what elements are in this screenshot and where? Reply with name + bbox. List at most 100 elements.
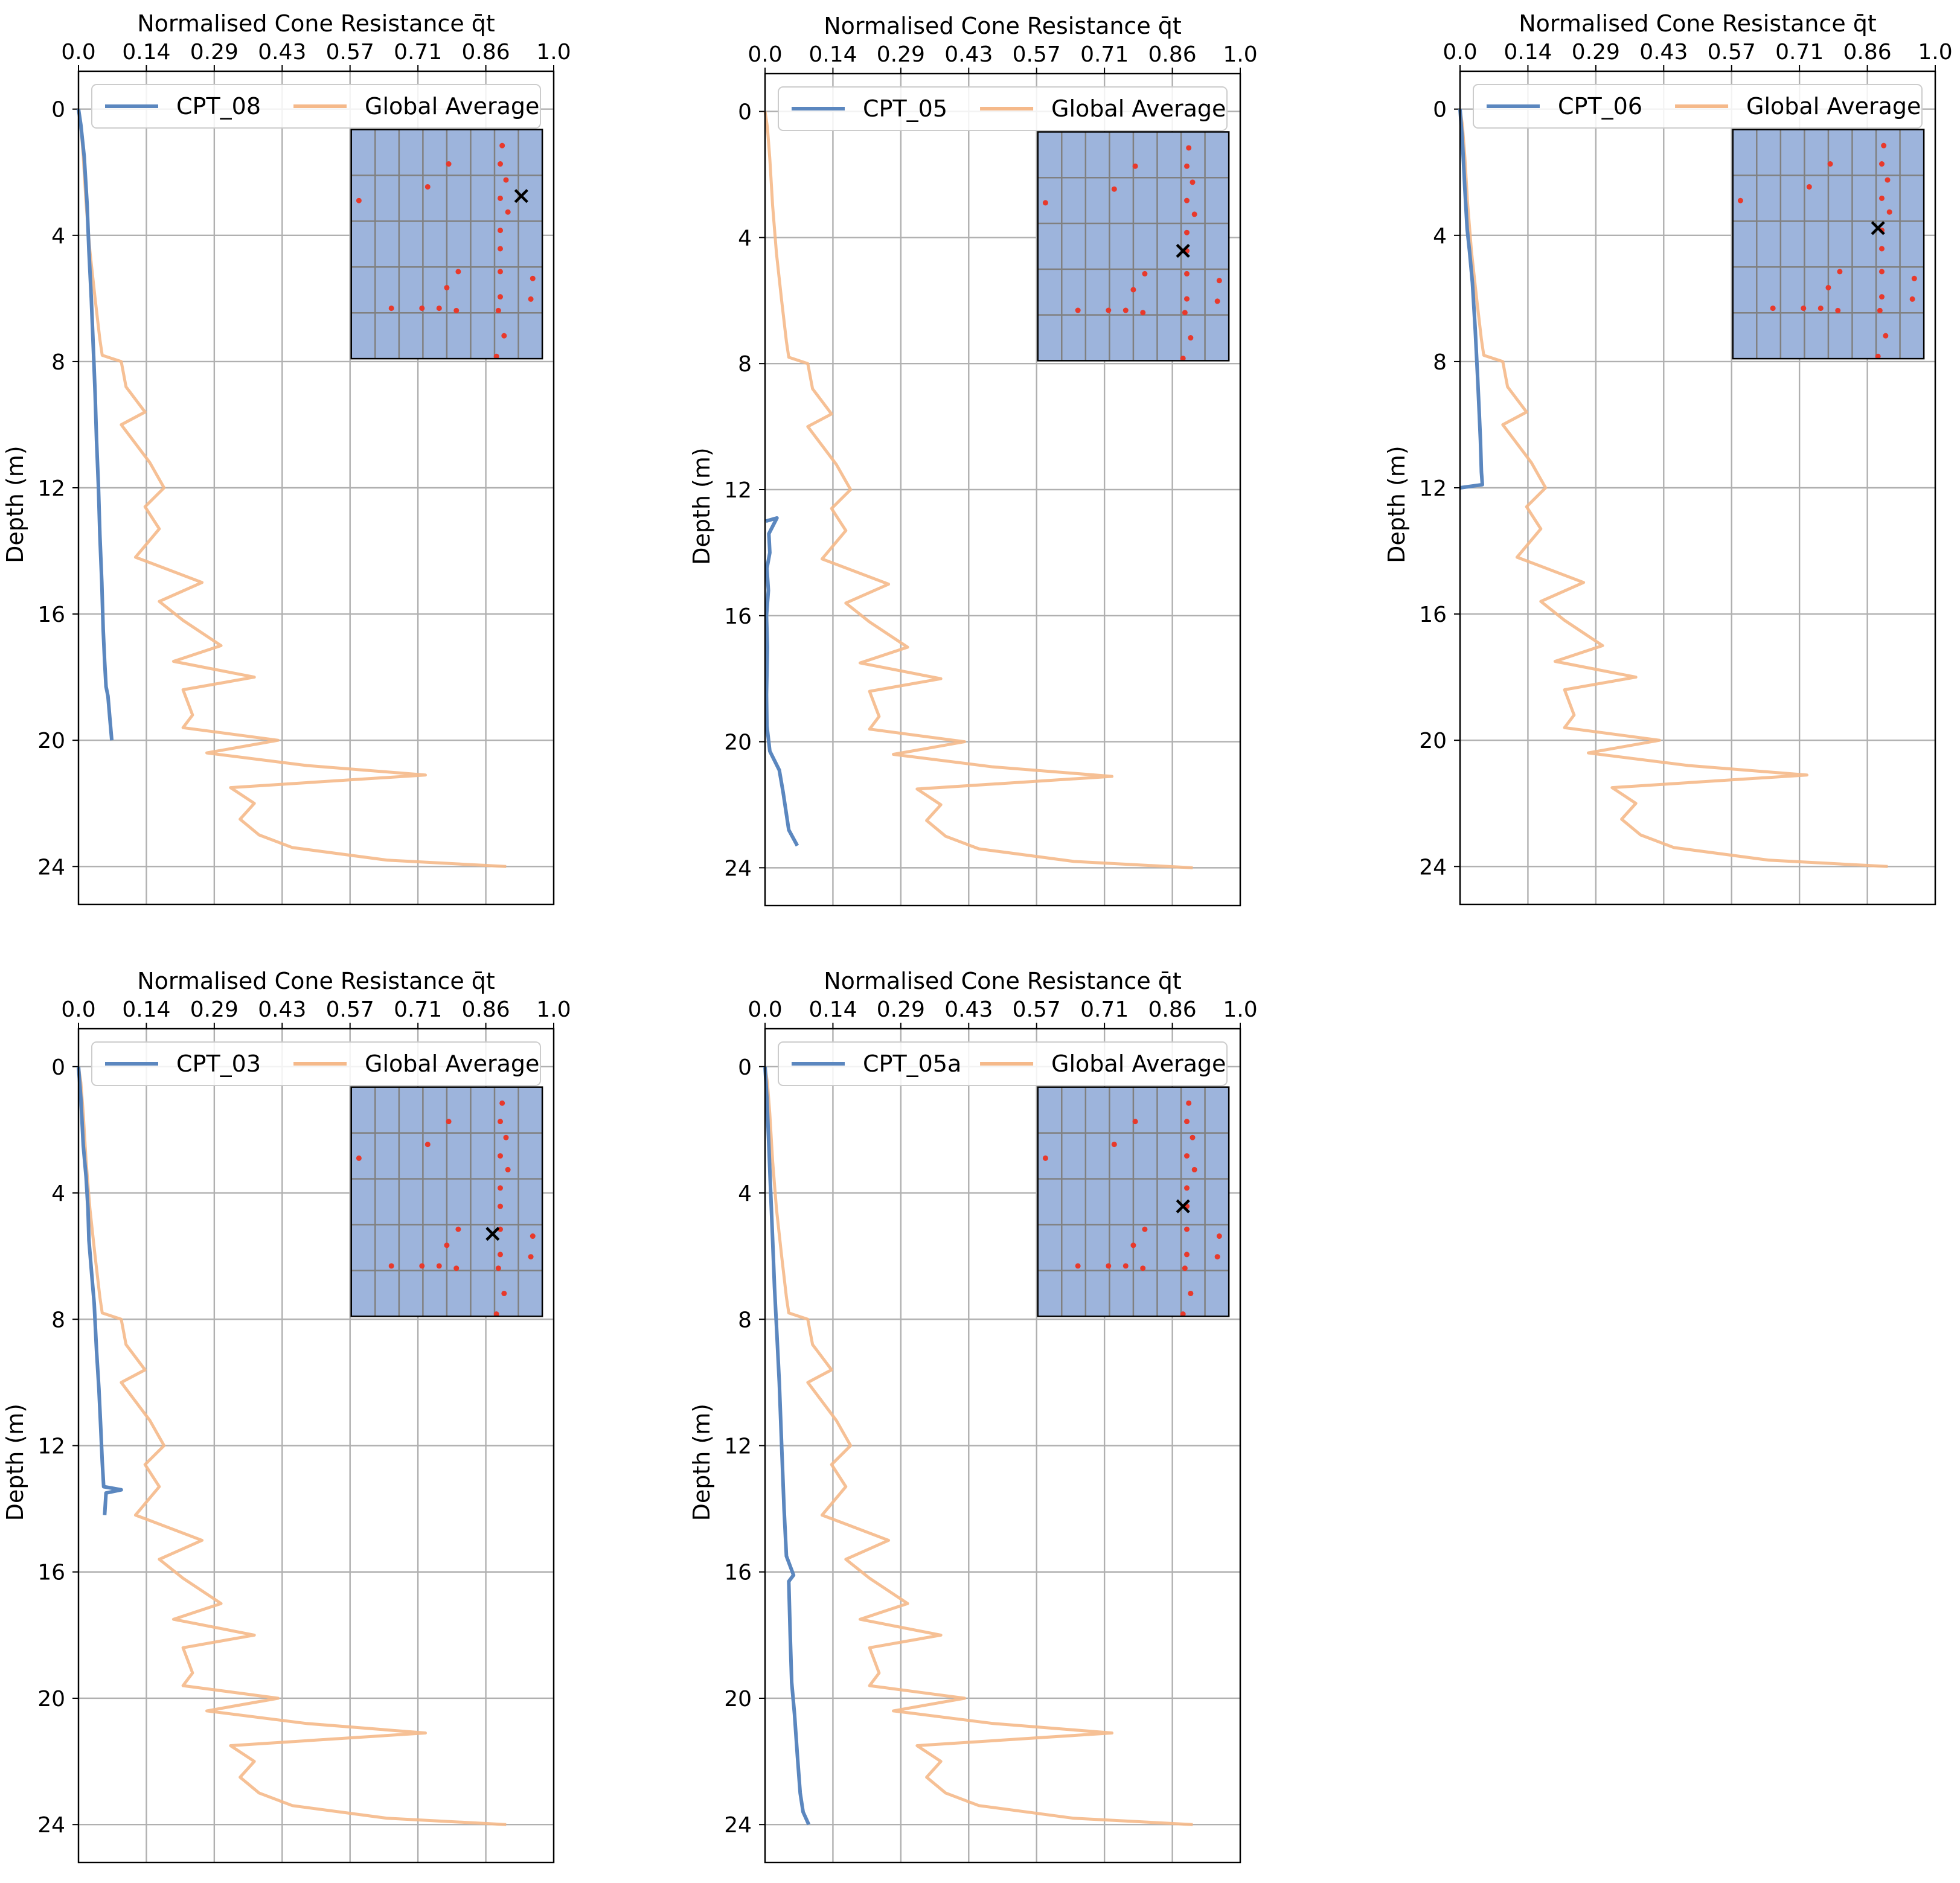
panel-3: 0.0 0.14 0.29 0.43 0.57 0.71 0.86 1.0 0 4 8 12 16 20 2… <box>1383 10 1953 906</box>
axes-frame <box>77 70 555 906</box>
inset-cpt-point <box>424 1142 431 1148</box>
inset-cpt-point <box>1214 298 1220 304</box>
x-tick-label: 0.71 <box>394 997 442 1022</box>
inset-cpt-point <box>1042 200 1048 206</box>
y-tick-label: 20 <box>37 729 65 753</box>
inset-cpt-point <box>498 1203 504 1209</box>
series-line-cpt-05 <box>764 516 799 847</box>
x-tick-label: 0.14 <box>1504 40 1552 65</box>
inset-cpt-point <box>498 269 504 275</box>
y-tick-label: 24 <box>724 856 752 881</box>
inset-cpt-point <box>1075 307 1081 313</box>
x-tick-label: 0.57 <box>326 40 374 65</box>
x-tick-label: 0.29 <box>190 997 239 1022</box>
inset-cpt-point <box>424 184 431 190</box>
inset-cpt-point <box>1885 177 1891 183</box>
inset-cpt-point <box>528 296 534 302</box>
inset-cpt-point <box>1184 270 1190 277</box>
inset-cpt-point <box>444 284 450 290</box>
y-tick-label: 8 <box>51 350 65 375</box>
x-tick-label: 0.71 <box>394 40 442 65</box>
marker-stroke <box>485 1227 500 1241</box>
series-line-cpt-08 <box>77 109 114 741</box>
inset-cpt-point <box>1142 1226 1148 1232</box>
series-line-global-average <box>1458 109 1888 868</box>
inset-cpt-point <box>453 1265 460 1271</box>
inset-cpt-point <box>505 1166 511 1172</box>
y-tick-label: 0 <box>738 100 752 125</box>
inset-cpt-point <box>1106 307 1112 313</box>
legend-label: CPT_03 <box>176 1050 261 1077</box>
inset-cpt-point <box>436 305 442 312</box>
x-tick-label: 0.86 <box>461 40 510 65</box>
axes-frame <box>77 1028 555 1864</box>
inset-cpt-point <box>1111 1142 1117 1148</box>
y-axis-title: Depth (m) <box>688 1404 715 1521</box>
inset-current-cpt-marker <box>1871 221 1885 235</box>
inset-cpt-point <box>1886 209 1892 215</box>
inset-cpt-point <box>1879 195 1885 201</box>
x-axis-title: Normalised Cone Resistance q̄t <box>1519 10 1877 37</box>
y-tick-label: 20 <box>724 731 752 755</box>
x-tick-label: 0.0 <box>61 40 95 65</box>
inset-cpt-point <box>1111 186 1117 192</box>
inset-cpt-point <box>1806 184 1812 190</box>
inset-cpt-point <box>1184 296 1190 302</box>
inset-cpt-point <box>1075 1263 1081 1269</box>
inset-cpt-point <box>1184 163 1190 169</box>
x-tick-label: 0.57 <box>326 997 374 1022</box>
x-axis-title: Normalised Cone Resistance q̄t <box>137 968 495 994</box>
x-tick-label: 0.29 <box>190 40 239 65</box>
inset-cpt-point <box>446 161 452 167</box>
y-tick-label: 12 <box>37 1434 65 1459</box>
inset-cpt-point <box>498 195 504 201</box>
inset-cpt-point <box>493 353 499 359</box>
x-tick-label: 1.0 <box>1918 40 1952 65</box>
inset-cpt-point <box>1737 197 1743 203</box>
inset-frame <box>1037 1086 1230 1317</box>
inset-cpt-point <box>1184 197 1190 203</box>
y-axis-title: Depth (m) <box>2 1404 28 1521</box>
inset-cpt-point <box>1184 1185 1190 1191</box>
inset-cpt-point <box>1879 269 1885 275</box>
y-tick-label: 4 <box>51 1181 65 1206</box>
inset-cpt-point <box>419 1263 425 1269</box>
legend-label: Global Average <box>1051 95 1226 122</box>
series-line-global-average <box>763 1066 1193 1826</box>
y-tick-label: 0 <box>1433 98 1447 123</box>
y-tick-label: 20 <box>724 1687 752 1712</box>
inset-cpt-point <box>444 1242 450 1248</box>
inset-cpt-point <box>1216 1233 1222 1239</box>
inset-cpt-point <box>1214 1254 1220 1260</box>
y-tick-label: 24 <box>37 1813 65 1838</box>
x-tick-label: 0.0 <box>748 997 782 1022</box>
y-tick-label: 0 <box>51 1055 65 1080</box>
inset-cpt-point <box>1190 179 1196 185</box>
inset-map <box>1037 1086 1230 1317</box>
inset-cpt-point <box>498 1119 504 1125</box>
inset-cpt-point <box>1184 229 1190 235</box>
y-tick-label: 20 <box>37 1687 65 1712</box>
legend-label: CPT_05a <box>863 1050 961 1077</box>
inset-cpt-point <box>1182 310 1188 316</box>
x-tick-label: 0.57 <box>1708 40 1756 65</box>
inset-cpt-point <box>503 1134 509 1140</box>
x-tick-label: 0.29 <box>877 997 925 1022</box>
inset-cpt-point <box>1188 335 1194 341</box>
inset-cpt-point <box>356 197 362 203</box>
inset-cpt-point <box>388 1263 394 1269</box>
series-line-global-average <box>77 1066 507 1826</box>
inset-cpt-point <box>503 177 509 183</box>
marker-stroke <box>514 189 528 203</box>
x-axis-title: Normalised Cone Resistance q̄t <box>824 968 1182 994</box>
inset-cpt-point <box>498 1153 504 1159</box>
legend-label: Global Average <box>365 1050 539 1077</box>
inset-cpt-point <box>1827 161 1833 167</box>
inset-cpt-point <box>498 1226 504 1232</box>
x-tick-label: 0.0 <box>61 997 95 1022</box>
inset-cpt-point <box>1911 275 1917 281</box>
y-tick-label: 16 <box>1419 603 1447 627</box>
series-line-cpt-03 <box>77 1066 123 1515</box>
inset-cpt-point <box>453 307 460 313</box>
